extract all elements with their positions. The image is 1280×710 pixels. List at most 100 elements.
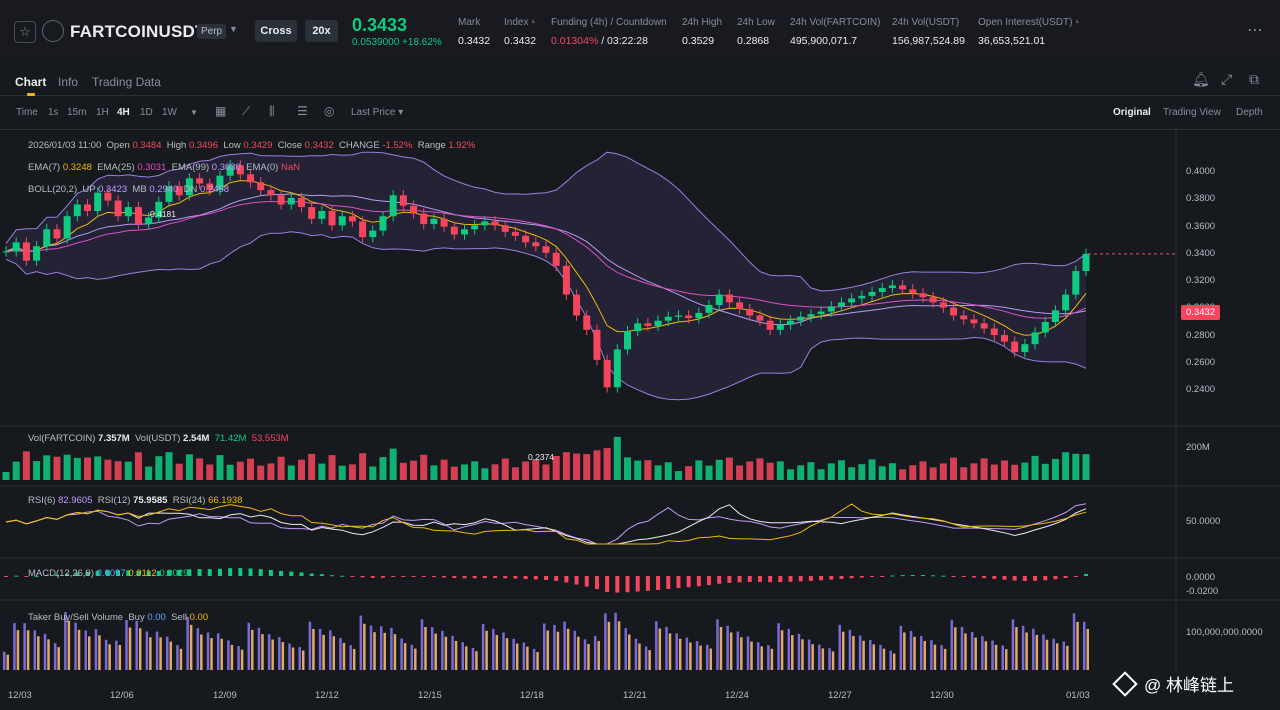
volume-bar xyxy=(63,454,71,480)
chart-svg[interactable] xyxy=(0,130,1280,710)
price-type-select[interactable]: Last Price ▾ xyxy=(351,107,404,118)
target-icon[interactable]: ◎ xyxy=(324,104,335,118)
more-dots-icon[interactable]: ⋯ xyxy=(1247,22,1264,39)
candle-body xyxy=(63,216,71,239)
candle-body xyxy=(950,307,958,316)
taker-sell-bar xyxy=(301,650,305,670)
taker-buy-bar xyxy=(441,630,444,670)
candle-body xyxy=(114,200,122,217)
taker-buy-bar xyxy=(186,616,189,670)
taker-buy-bar xyxy=(828,648,831,670)
interval-1s[interactable]: 1s xyxy=(48,107,59,118)
margin-mode-button[interactable]: Cross xyxy=(255,20,297,42)
interval-time[interactable]: Time xyxy=(16,107,38,118)
taker-buy-bar xyxy=(176,645,179,670)
volume-bar xyxy=(318,463,326,480)
tab-info[interactable]: Info xyxy=(58,75,79,89)
taker-sell-bar xyxy=(393,634,397,670)
date-tick: 12/12 xyxy=(315,690,339,701)
macd-bar xyxy=(900,575,905,577)
candle-body xyxy=(848,298,856,303)
price-tick: 0.3800 xyxy=(1186,193,1216,204)
taker-buy-bar xyxy=(257,627,261,670)
taker-sell-bar xyxy=(220,638,223,670)
taker-buy-bar xyxy=(1052,638,1055,670)
macd-bar xyxy=(24,576,29,577)
expand-icon[interactable]: ⤢ xyxy=(1221,71,1233,87)
candle-body xyxy=(899,285,907,290)
candle-body xyxy=(369,230,377,238)
last-price: 0.3433 xyxy=(352,15,408,35)
settings-list-icon[interactable]: ☰ xyxy=(297,104,308,118)
taker-sell-bar xyxy=(1066,645,1069,670)
calendar-icon[interactable]: ▦ xyxy=(215,104,227,118)
interval-15m[interactable]: 15m xyxy=(67,107,87,118)
interval-1d[interactable]: 1D xyxy=(140,107,153,118)
volume-bar xyxy=(165,452,173,480)
candle-body xyxy=(399,195,407,206)
candle-body xyxy=(583,315,591,330)
volume-bar xyxy=(583,454,591,480)
macd-bar xyxy=(4,576,8,577)
taker-buy-bar xyxy=(390,627,393,670)
interval-dropdown-icon[interactable]: ▼ xyxy=(190,108,198,117)
interval-4h[interactable]: 4H xyxy=(117,107,130,118)
candle-body xyxy=(33,246,41,261)
volume-bar xyxy=(287,465,295,480)
boll-legend: BOLL(20,2) UP 0.3423 MB 0.2940 DN 0.2458 xyxy=(28,184,230,195)
view-depth[interactable]: Depth xyxy=(1236,107,1263,118)
tab-chart[interactable]: Chart xyxy=(15,75,47,89)
macd-bar xyxy=(350,576,355,577)
popout-icon[interactable]: ⧉ xyxy=(1249,71,1259,87)
taker-buy-bar xyxy=(634,638,638,670)
stat-open-interest: Open Interest(USDT) ᐞ 36,653,521.01 xyxy=(978,17,1080,47)
chart-canvas[interactable]: 2026/01/03 11:00 Open 0.3484 High 0.3496… xyxy=(0,130,1280,710)
date-tick: 12/30 xyxy=(930,690,954,701)
volume-bar xyxy=(552,456,560,480)
interval-1w[interactable]: 1W xyxy=(162,107,177,118)
volume-bar xyxy=(267,463,275,480)
date-tick: 12/24 xyxy=(725,690,749,701)
chevron-down-icon[interactable]: ▼ xyxy=(229,24,238,34)
candle-body xyxy=(878,288,886,292)
volume-bar xyxy=(440,459,448,480)
date-tick: 12/18 xyxy=(520,690,544,701)
taker-sell-bar xyxy=(719,626,723,670)
taker-sell-bar xyxy=(607,621,611,670)
taker-buy-bar xyxy=(624,628,628,670)
taker-buy-bar xyxy=(675,633,678,670)
taker-sell-bar xyxy=(729,632,733,670)
taker-sell-bar xyxy=(138,628,142,670)
view-trading-view[interactable]: Trading View xyxy=(1163,107,1221,118)
expand-arrow-icon[interactable]: › xyxy=(2,648,6,659)
volume-bar xyxy=(216,455,224,480)
taker-buy-bar xyxy=(573,630,577,670)
volume-bar xyxy=(196,458,204,480)
volume-bar xyxy=(328,455,336,480)
bell-icon[interactable]: 🔔︎ xyxy=(1192,71,1210,87)
tab-trading-data[interactable]: Trading Data xyxy=(92,75,161,89)
macd-bar xyxy=(207,569,212,576)
ticker-bar: ☆ FARTCOINUSDT Perp ▼ Cross 20x 0.3433 0… xyxy=(0,0,1280,62)
taker-sell-bar xyxy=(169,641,173,670)
candle-body xyxy=(185,178,193,196)
macd-bar xyxy=(279,570,284,576)
candle-body xyxy=(613,349,621,388)
candle-style-icon[interactable]: ⫼ xyxy=(269,104,275,118)
symbol-name[interactable]: FARTCOINUSDT xyxy=(70,22,206,41)
view-original[interactable]: Original xyxy=(1113,107,1151,118)
candle-body xyxy=(919,293,927,298)
leverage-button[interactable]: 20x xyxy=(305,20,338,42)
volume-bar xyxy=(837,460,845,480)
volume-bar xyxy=(766,462,774,480)
interval-1h[interactable]: 1H xyxy=(96,107,109,118)
indicator-icon[interactable]: ⟋ xyxy=(242,104,251,118)
macd-bar xyxy=(727,576,732,583)
candle-body xyxy=(471,225,479,230)
candle-body xyxy=(736,302,744,309)
taker-sell-bar xyxy=(261,634,264,670)
macd-bar xyxy=(156,570,161,576)
taker-sell-bar xyxy=(882,648,886,670)
candle-body xyxy=(1082,253,1090,272)
star-icon[interactable]: ☆ xyxy=(14,21,36,43)
